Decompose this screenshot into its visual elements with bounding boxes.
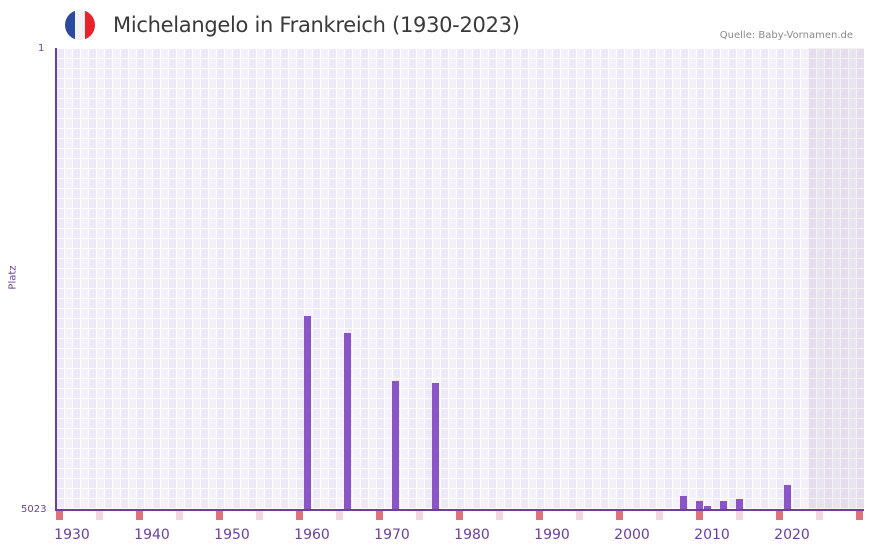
- decade-marker: [696, 511, 703, 520]
- decade-marker: [56, 511, 63, 520]
- half-decade-marker: [416, 511, 423, 520]
- decade-marker: [776, 511, 783, 520]
- y-axis-title: Platz: [7, 265, 19, 290]
- half-decade-marker: [176, 511, 183, 520]
- chart-title: Michelangelo in Frankreich (1930-2023): [113, 13, 520, 37]
- x-axis-line: [55, 509, 864, 511]
- decade-marker: [296, 511, 303, 520]
- y-tick-top: 1: [38, 43, 45, 54]
- half-decade-marker: [256, 511, 263, 520]
- x-tick-label: 1950: [214, 527, 250, 543]
- decade-marker: [856, 511, 863, 520]
- half-decade-marker: [816, 511, 823, 520]
- decade-marker: [376, 511, 383, 520]
- half-decade-marker: [496, 511, 503, 520]
- x-tick-label: 2010: [694, 527, 730, 543]
- bar-1977: [432, 382, 439, 510]
- bar-2015: [736, 498, 743, 510]
- half-decade-marker: [656, 511, 663, 520]
- half-decade-marker: [576, 511, 583, 520]
- bar-2010: [696, 500, 703, 510]
- decade-marker: [216, 511, 223, 520]
- bar-2013: [720, 500, 727, 510]
- y-tick-bottom: 5023: [21, 504, 47, 515]
- bar-1961: [304, 315, 311, 510]
- half-decade-marker: [96, 511, 103, 520]
- x-tick-label: 2020: [774, 527, 810, 543]
- x-tick-label: 1960: [294, 527, 330, 543]
- x-tick-label: 1940: [134, 527, 170, 543]
- future-shaded-region: [808, 48, 864, 510]
- source-credit: Quelle: Baby-Vornamen.de: [719, 30, 853, 41]
- x-tick-label: 1980: [454, 527, 490, 543]
- decade-marker: [136, 511, 143, 520]
- x-tick-label: 1930: [54, 527, 90, 543]
- bar-2021: [784, 484, 791, 510]
- x-tick-label: 2000: [614, 527, 650, 543]
- bar-1972: [392, 381, 399, 510]
- x-tick-label: 1970: [374, 527, 410, 543]
- bar-1966: [344, 333, 351, 510]
- x-tick-label: 1990: [534, 527, 570, 543]
- half-decade-marker: [336, 511, 343, 520]
- plot-area: [56, 48, 864, 510]
- france-flag-icon: [65, 10, 95, 40]
- decade-marker: [616, 511, 623, 520]
- bar-2008: [680, 496, 687, 510]
- half-decade-marker: [736, 511, 743, 520]
- decade-marker: [536, 511, 543, 520]
- bar-2011: [704, 505, 711, 510]
- y-axis-line: [55, 48, 57, 511]
- decade-marker: [456, 511, 463, 520]
